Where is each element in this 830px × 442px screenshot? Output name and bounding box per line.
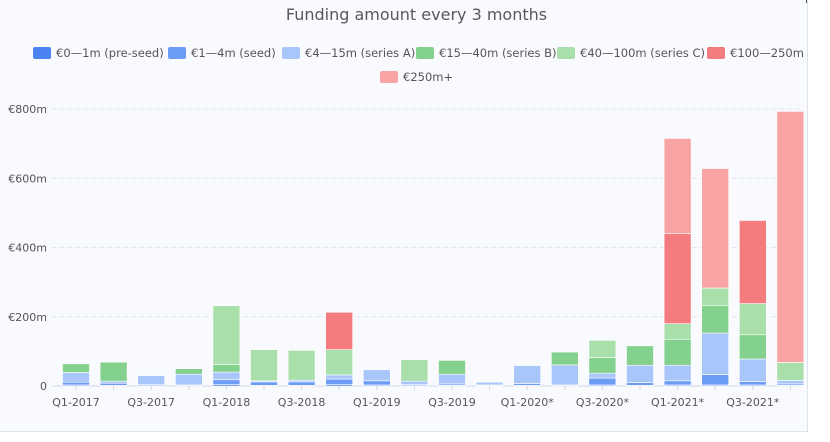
x-tick-label: Q3-2020* bbox=[576, 396, 630, 409]
bar-segment[interactable] bbox=[362, 369, 391, 382]
bar-segment[interactable] bbox=[400, 359, 429, 382]
bar-segment[interactable] bbox=[325, 311, 354, 350]
legend-swatch bbox=[33, 47, 51, 59]
bar-segment[interactable] bbox=[287, 350, 316, 381]
bar-segment[interactable] bbox=[626, 364, 654, 383]
bar-segment[interactable] bbox=[663, 138, 692, 234]
bar-segment[interactable] bbox=[438, 373, 466, 385]
x-tick-label: Q1-2020* bbox=[501, 396, 555, 409]
bar-segment[interactable] bbox=[438, 360, 466, 375]
legend-label: €250m+ bbox=[403, 70, 454, 84]
bar-segment[interactable] bbox=[663, 233, 692, 324]
bar-segment[interactable] bbox=[99, 361, 128, 382]
bar-segment[interactable] bbox=[400, 380, 429, 385]
bar-segment[interactable] bbox=[62, 363, 90, 373]
bar-segment[interactable] bbox=[550, 351, 579, 366]
y-axis-labels: 0 €200m €400m €600m €800m bbox=[8, 103, 47, 393]
bar-segment[interactable] bbox=[738, 381, 767, 386]
bar-segment[interactable] bbox=[701, 305, 730, 334]
bar-segment[interactable] bbox=[62, 381, 90, 386]
legend-label: €1—4m (seed) bbox=[191, 46, 276, 60]
bar-segment[interactable] bbox=[250, 381, 278, 386]
bar-segment[interactable] bbox=[738, 220, 767, 304]
x-tick-label: Q1-2021* bbox=[651, 396, 705, 409]
bar-segment[interactable] bbox=[701, 287, 730, 306]
bar-segment[interactable] bbox=[550, 364, 579, 385]
bar-segment[interactable] bbox=[663, 364, 692, 382]
x-axis-labels: Q1-2017 Q3-2017 Q1-2018 Q3-2018 Q1-2019 Q3-20… bbox=[52, 386, 791, 409]
bar-segment[interactable] bbox=[626, 382, 654, 386]
bar-segment[interactable] bbox=[588, 372, 617, 379]
legend-label: €40—100m (series C) bbox=[580, 46, 705, 60]
y-tick-label: €600m bbox=[8, 172, 47, 185]
x-tick-label: Q3-2018 bbox=[278, 396, 326, 409]
bar-segment[interactable] bbox=[626, 345, 654, 366]
bar-segment[interactable] bbox=[701, 332, 730, 375]
x-tick-label: Q1-2019 bbox=[353, 396, 401, 409]
bar-segment[interactable] bbox=[663, 323, 692, 340]
bar-segment[interactable] bbox=[513, 365, 542, 384]
bar-segment[interactable] bbox=[99, 380, 128, 384]
legend-label: €100—250m bbox=[730, 46, 804, 60]
bar-segment[interactable] bbox=[62, 372, 90, 383]
bar-segment[interactable] bbox=[663, 338, 692, 366]
bar-segment[interactable] bbox=[776, 362, 805, 381]
bar-segment[interactable] bbox=[475, 381, 504, 386]
legend-item[interactable]: €100—250m bbox=[707, 46, 804, 60]
legend-item[interactable]: €15—40m (series B) bbox=[416, 46, 557, 60]
y-tick-label: €200m bbox=[8, 311, 47, 324]
y-tick-label: €400m bbox=[8, 242, 47, 255]
bar-segment[interactable] bbox=[738, 358, 767, 382]
bar-segment[interactable] bbox=[250, 349, 278, 382]
corner-mark bbox=[802, 0, 807, 3]
bar-segment[interactable] bbox=[212, 379, 241, 385]
x-tick-label: Q1-2018 bbox=[203, 396, 251, 409]
bar-segment[interactable] bbox=[99, 382, 128, 386]
bar-segment[interactable] bbox=[212, 364, 241, 373]
legend-item[interactable]: €1—4m (seed) bbox=[168, 46, 276, 60]
bar-segment[interactable] bbox=[325, 378, 354, 385]
bar-segment[interactable] bbox=[137, 375, 165, 385]
legend-swatch bbox=[707, 47, 725, 59]
legend-label: €0—1m (pre-seed) bbox=[56, 46, 164, 60]
y-tick-label: 0 bbox=[40, 380, 47, 393]
legend-swatch bbox=[380, 71, 398, 83]
bar-segment[interactable] bbox=[588, 377, 617, 386]
legend-swatch bbox=[282, 47, 300, 59]
bar-segment[interactable] bbox=[325, 349, 354, 376]
bar-segment[interactable] bbox=[776, 111, 805, 363]
bar-segment[interactable] bbox=[663, 380, 692, 386]
y-tick-label: €800m bbox=[8, 103, 47, 116]
bar-segment[interactable] bbox=[362, 380, 391, 386]
legend-swatch bbox=[168, 47, 186, 59]
legend-label: €4—15m (series A) bbox=[305, 46, 416, 60]
legend-item[interactable]: €4—15m (series A) bbox=[282, 46, 415, 60]
bar-segment[interactable] bbox=[701, 374, 730, 386]
legend-item[interactable]: €40—100m (series C) bbox=[557, 46, 705, 60]
bar-segment[interactable] bbox=[175, 373, 203, 385]
x-tick-label: Q3-2019 bbox=[428, 396, 476, 409]
legend-label: €15—40m (series B) bbox=[439, 46, 557, 60]
bar-segment[interactable] bbox=[588, 357, 617, 374]
bar-segment[interactable] bbox=[212, 371, 241, 381]
bar-segment[interactable] bbox=[738, 334, 767, 360]
legend-swatch bbox=[416, 47, 434, 59]
legend-item[interactable]: €250m+ bbox=[380, 70, 453, 84]
x-tick-label: Q1-2017 bbox=[52, 396, 100, 409]
bar-segment[interactable] bbox=[287, 381, 316, 386]
x-tick-label: Q3-2017 bbox=[127, 396, 175, 409]
legend-swatch bbox=[557, 47, 575, 59]
bar-segment[interactable] bbox=[212, 305, 241, 365]
bar-segment[interactable] bbox=[325, 374, 354, 380]
bar-segment[interactable] bbox=[738, 303, 767, 336]
bar-segment[interactable] bbox=[588, 339, 617, 358]
x-tick-label: Q3-2021* bbox=[726, 396, 780, 409]
bar-segment[interactable] bbox=[701, 168, 730, 289]
legend-item[interactable]: €0—1m (pre-seed) bbox=[33, 46, 164, 60]
bar-segment[interactable] bbox=[175, 368, 203, 375]
bar-segment[interactable] bbox=[776, 380, 805, 385]
chart-title: Funding amount every 3 months bbox=[285, 5, 548, 24]
bars bbox=[62, 111, 805, 387]
